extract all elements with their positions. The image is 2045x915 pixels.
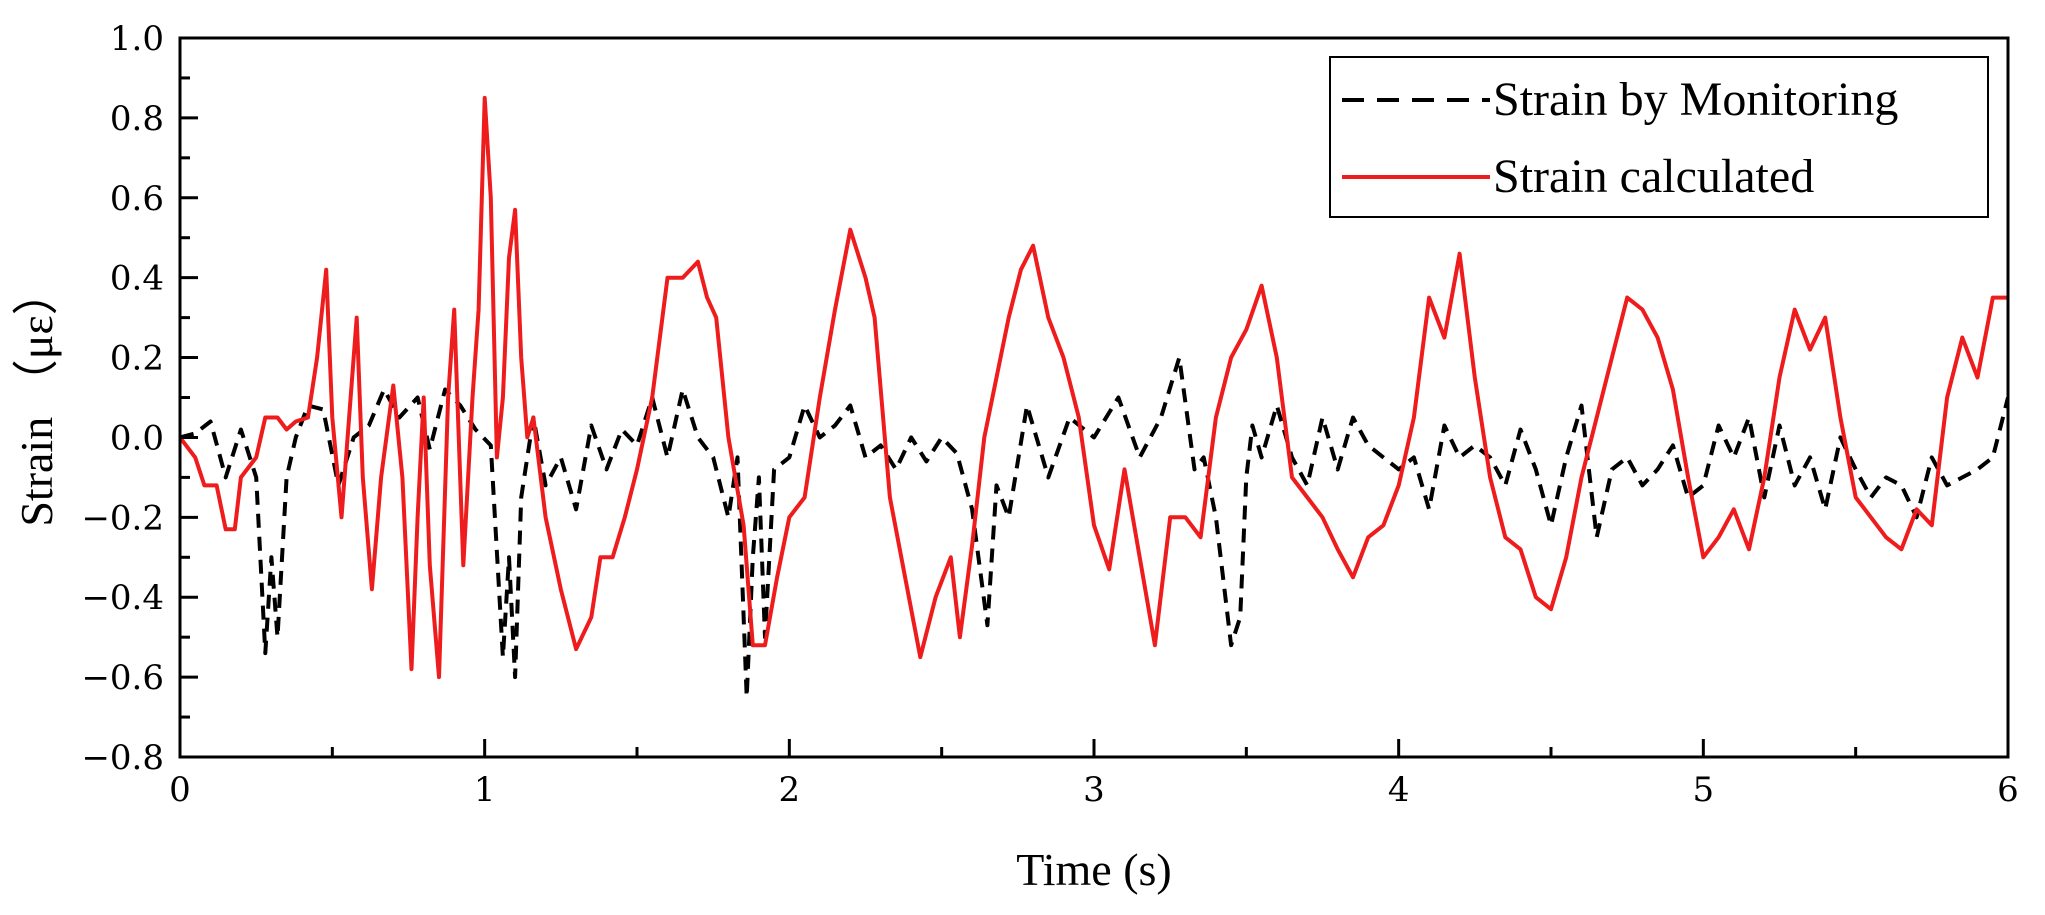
- y-tick-label-5: 0.2: [110, 339, 164, 379]
- y-tick-label-6: 0.4: [110, 259, 164, 299]
- series-line-monitoring: [180, 355, 2008, 700]
- x-tick-label-2: 2: [779, 770, 801, 810]
- axis-ticks: 0 1 2 3 4 5 6 −0.8 −0.6 −0.4 −0.2 0.0 0.2 0.4 0.6 0.8 1.…: [81, 19, 2018, 810]
- y-tick-label-0: −0.8: [81, 738, 164, 778]
- x-tick-label-5: 5: [1693, 770, 1715, 810]
- y-tick-label-4: 0.0: [110, 418, 164, 458]
- y-tick-label-2: −0.4: [81, 578, 164, 618]
- y-tick-label-7: 0.6: [110, 179, 164, 219]
- legend-box: [1329, 56, 1989, 218]
- plot-content: [180, 95, 2008, 700]
- legend-label-calculated: Strain calculated: [1493, 150, 1814, 203]
- x-axis-title: Time (s): [1016, 844, 1172, 895]
- x-tick-label-6: 6: [1997, 770, 2019, 810]
- x-tick-label-4: 4: [1388, 770, 1410, 810]
- y-tick-label-3: −0.2: [81, 498, 164, 538]
- x-tick-label-3: 3: [1083, 770, 1105, 810]
- y-tick-label-1: −0.6: [81, 658, 164, 698]
- x-tick-label-0: 0: [169, 770, 191, 810]
- legend: Strain by Monitoring Strain calculated: [1329, 56, 1989, 218]
- x-tick-label-1: 1: [474, 770, 496, 810]
- legend-label-monitoring: Strain by Monitoring: [1493, 73, 1898, 126]
- y-axis-title: Strain （με）: [11, 269, 62, 526]
- y-tick-label-9: 1.0: [110, 19, 164, 59]
- series-line-calculated: [180, 95, 2008, 680]
- y-tick-label-8: 0.8: [110, 99, 164, 139]
